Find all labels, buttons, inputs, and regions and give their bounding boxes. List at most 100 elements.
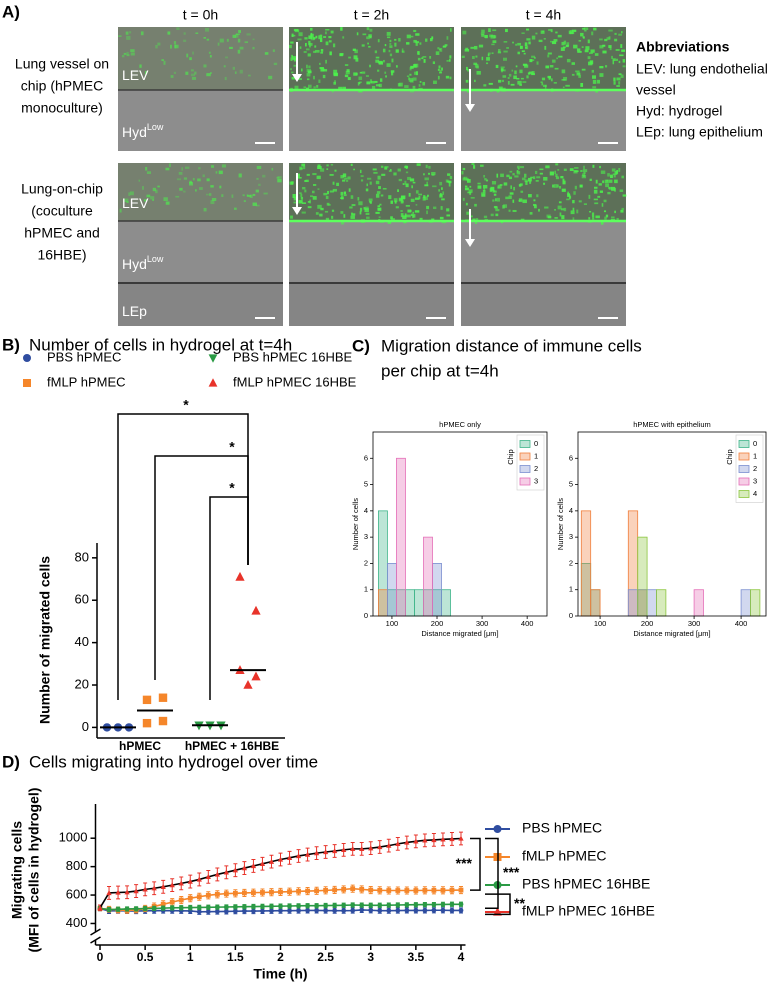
fluorescence-speck <box>594 53 599 56</box>
fluorescence-speck <box>438 189 440 192</box>
fluorescence-speck <box>588 217 591 220</box>
fluorescence-speck <box>146 171 151 175</box>
x-tick-label: 100 <box>386 619 399 628</box>
fluorescence-speck <box>468 189 473 193</box>
fluorescence-speck <box>534 56 536 59</box>
fluorescence-speck <box>346 179 349 182</box>
fluorescence-speck <box>552 59 556 63</box>
fluorescence-speck <box>556 184 559 188</box>
fluorescence-speck <box>344 74 349 78</box>
fluorescence-speck <box>616 77 621 81</box>
fluorescence-speck <box>298 78 302 80</box>
fluorescence-speck <box>573 191 576 195</box>
fluorescence-speck <box>306 78 310 81</box>
fluorescence-speck <box>390 200 393 204</box>
fluorescence-speck <box>576 48 581 52</box>
fluorescence-speck <box>139 64 142 68</box>
y-axis-label: Migrating cells <box>9 821 25 919</box>
histogram-bar <box>740 589 751 617</box>
fluorescence-speck <box>520 77 524 80</box>
y-tick-label: 2 <box>364 558 368 567</box>
fluorescence-speck <box>308 42 313 46</box>
fluorescence-speck <box>599 66 604 69</box>
fluorescence-speck <box>322 74 326 79</box>
fluorescence-speck <box>277 178 282 183</box>
fluorescence-speck <box>615 49 620 51</box>
fluorescence-speck <box>522 199 527 204</box>
fluorescence-speck <box>597 195 601 198</box>
fluorescence-speck <box>140 31 144 36</box>
fluorescence-speck <box>423 195 426 198</box>
fluorescence-speck <box>575 70 580 73</box>
fluorescence-speck <box>326 168 329 171</box>
fluorescence-speck <box>370 79 372 84</box>
marker <box>251 605 261 615</box>
fluorescence-speck <box>289 181 294 184</box>
fluorescence-speck <box>306 68 312 73</box>
fluorescence-speck <box>433 206 437 210</box>
fluorescence-speck <box>410 213 413 217</box>
fluorescence-speck <box>252 202 257 206</box>
marker <box>377 902 383 908</box>
fluorescence-speck <box>613 174 616 178</box>
fluorescence-speck <box>618 81 621 85</box>
fluorescence-speck <box>342 173 347 178</box>
fluorescence-speck <box>290 215 293 219</box>
fluorescence-speck <box>256 177 259 180</box>
fluorescence-speck <box>258 183 261 186</box>
legend-swatch <box>738 490 750 498</box>
row-label: Lung-on-chip <box>21 181 103 197</box>
fluorescence-speck <box>441 187 443 190</box>
fluorescence-speck <box>273 62 278 66</box>
fluorescence-speck <box>524 42 528 47</box>
fluorescence-speck <box>330 163 334 166</box>
fluorescence-speck <box>591 69 595 73</box>
marker <box>422 908 428 913</box>
fluorescence-speck <box>415 190 419 194</box>
fluorescence-speck <box>579 184 583 188</box>
fluorescence-speck <box>426 205 430 210</box>
fluorescence-speck <box>562 86 565 89</box>
fluorescence-speck <box>385 75 388 78</box>
legend-label: 1 <box>534 451 538 460</box>
fluorescence-speck <box>361 44 365 47</box>
fluorescence-speck <box>476 70 481 75</box>
fluorescence-speck <box>328 40 332 43</box>
fluorescence-speck <box>563 168 567 171</box>
fluorescence-speck <box>503 204 508 208</box>
fluorescence-speck <box>390 169 392 171</box>
fluorescence-speck <box>580 169 583 172</box>
fluorescence-speck <box>556 57 559 60</box>
fluorescence-speck <box>521 177 526 181</box>
fluorescence-speck <box>491 181 497 185</box>
fluorescence-speck <box>469 185 472 188</box>
marker <box>269 889 274 895</box>
fluorescence-speck <box>342 86 346 90</box>
fluorescence-speck <box>501 79 505 83</box>
fluorescence-speck <box>271 167 274 171</box>
y-tick-label: 1 <box>569 585 573 594</box>
fluorescence-speck <box>236 33 241 35</box>
marker <box>440 907 446 913</box>
fluorescence-speck <box>600 170 606 174</box>
marker <box>359 886 365 892</box>
fluorescence-speck <box>498 79 502 83</box>
fluorescence-speck <box>518 167 520 170</box>
fluorescence-speck <box>545 165 550 169</box>
fluorescence-speck <box>318 35 323 40</box>
fluorescence-speck <box>506 47 509 49</box>
marker <box>377 908 383 914</box>
fluorescence-speck <box>580 32 584 37</box>
fluorescence-speck <box>495 209 500 212</box>
fluorescence-speck <box>477 185 482 189</box>
fluorescence-speck <box>462 177 466 181</box>
legend-label: PBS hPMEC 16HBE <box>522 876 650 892</box>
fluorescence-speck <box>343 214 346 218</box>
fluorescence-speck <box>310 33 314 38</box>
fluorescence-speck <box>276 176 280 179</box>
fluorescence-speck <box>442 45 447 48</box>
fluorescence-speck <box>607 191 611 195</box>
fluorescence-speck <box>293 64 297 67</box>
fluorescence-speck <box>587 56 591 60</box>
fluorescence-speck <box>176 178 182 181</box>
